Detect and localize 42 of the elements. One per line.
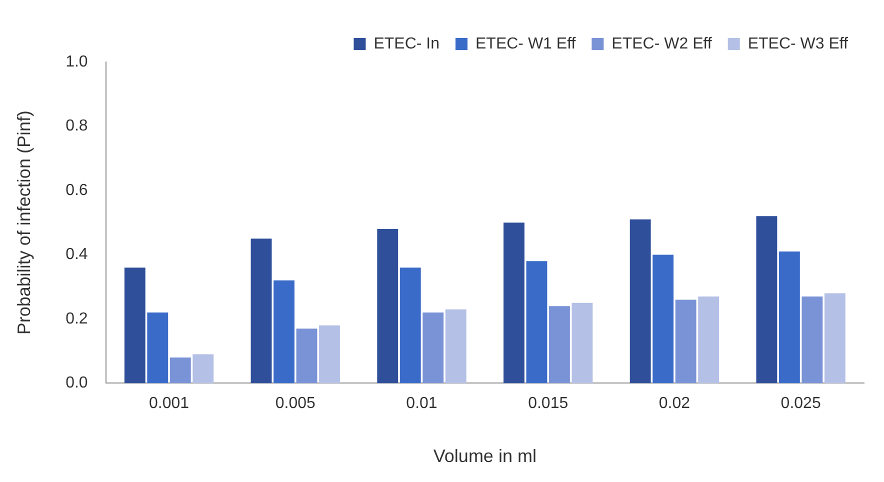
bar xyxy=(422,312,444,384)
bar xyxy=(824,293,846,384)
bar xyxy=(147,312,168,384)
y-tick-label: 0.2 xyxy=(66,310,88,328)
bar xyxy=(124,268,146,384)
legend-label: ETEC- In xyxy=(374,35,440,52)
bar xyxy=(445,309,466,384)
bar xyxy=(296,328,318,384)
x-tick-label: 0.015 xyxy=(528,395,568,412)
bar xyxy=(504,222,524,384)
bar xyxy=(756,216,778,384)
legend-label: ETEC- W2 Eff xyxy=(612,35,712,52)
x-tick-label: 0.005 xyxy=(275,395,316,412)
x-tick-label: 0.01 xyxy=(406,395,438,412)
y-axis-title: Probability of infection (Pinf) xyxy=(14,110,34,335)
bar xyxy=(192,354,214,384)
x-tick-label: 0.001 xyxy=(149,395,190,412)
legend-label: ETEC- W1 Eff xyxy=(476,35,576,52)
y-tick-label: 1.0 xyxy=(66,53,88,70)
legend-label: ETEC- W3 Eff xyxy=(748,35,849,52)
bar xyxy=(377,229,398,384)
bar xyxy=(802,296,823,384)
x-tick-label: 0.02 xyxy=(658,395,690,412)
bar xyxy=(250,238,272,384)
bar xyxy=(400,268,421,384)
y-tick-label: 0.0 xyxy=(66,374,88,392)
bar xyxy=(549,306,570,384)
bar xyxy=(526,261,548,384)
bar xyxy=(274,280,294,384)
bar xyxy=(319,325,340,384)
y-tick-label: 0.6 xyxy=(66,182,88,199)
x-axis-title: Volume in ml xyxy=(433,446,536,466)
bar xyxy=(572,302,593,384)
bar xyxy=(652,254,674,384)
bar xyxy=(630,219,651,384)
x-tick-label: 0.025 xyxy=(780,395,821,412)
bar xyxy=(698,296,720,384)
bar xyxy=(170,358,191,384)
bar xyxy=(778,252,800,384)
bar xyxy=(675,300,696,384)
y-tick-label: 0.8 xyxy=(66,118,88,135)
y-tick-label: 0.4 xyxy=(66,246,88,264)
